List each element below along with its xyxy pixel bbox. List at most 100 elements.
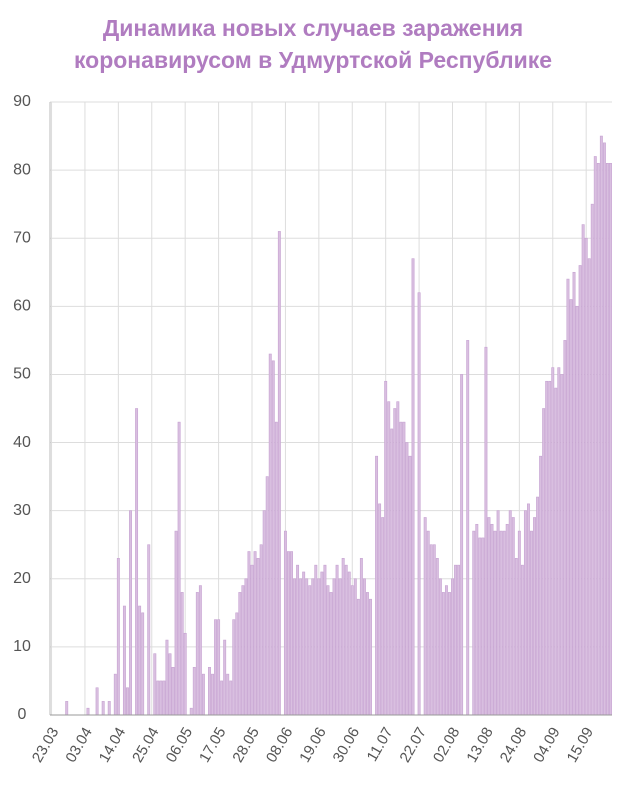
bar	[347, 571, 351, 716]
bar	[359, 558, 363, 716]
bar	[220, 680, 224, 716]
bar	[599, 135, 603, 716]
bar	[466, 340, 470, 716]
bar	[487, 517, 491, 716]
bar	[171, 667, 175, 716]
bar	[590, 203, 594, 716]
y-tick-label: 20	[13, 570, 31, 587]
bar	[256, 558, 260, 716]
bar	[378, 503, 382, 716]
bar	[341, 558, 345, 716]
bar	[332, 578, 336, 716]
bar	[435, 558, 439, 716]
bar	[198, 585, 202, 716]
bar	[299, 578, 303, 716]
y-tick-label: 70	[13, 229, 31, 246]
bar	[165, 639, 169, 716]
bar	[159, 680, 163, 716]
bar	[444, 585, 448, 716]
bar	[241, 585, 245, 716]
bar	[502, 530, 506, 716]
y-tick-label: 30	[13, 502, 31, 519]
bar	[356, 598, 360, 716]
bar	[530, 530, 533, 716]
bar	[575, 306, 579, 716]
x-tick-label: 04.09	[530, 724, 563, 765]
x-tick-label: 28.05	[229, 724, 262, 765]
y-tick-label: 0	[18, 706, 27, 723]
bar	[460, 374, 464, 716]
bar	[283, 530, 287, 716]
bar	[268, 353, 272, 716]
x-tick-label: 19.06	[296, 724, 329, 765]
bar	[384, 380, 388, 716]
x-tick-label: 13.08	[463, 724, 496, 765]
bar	[259, 544, 263, 716]
bar	[405, 442, 409, 716]
bar	[271, 360, 275, 716]
x-tick-label: 22.07	[397, 724, 430, 765]
bar	[454, 564, 458, 716]
bar	[441, 592, 445, 716]
bar	[490, 523, 494, 716]
bar	[457, 564, 461, 716]
bar	[177, 421, 181, 716]
bar	[429, 544, 433, 716]
bar	[129, 510, 132, 716]
bar	[326, 585, 330, 716]
bar	[277, 231, 281, 716]
bar	[287, 551, 290, 716]
x-tick-label: 23.03	[29, 724, 62, 765]
y-tick-label: 40	[13, 434, 31, 451]
bar	[609, 163, 612, 716]
bar	[223, 639, 227, 716]
bar	[293, 578, 297, 716]
bar	[95, 687, 99, 716]
bar	[399, 421, 403, 716]
bar	[475, 523, 479, 716]
bar	[168, 653, 172, 716]
bar	[508, 510, 512, 716]
bar	[569, 299, 573, 716]
bar	[369, 598, 372, 716]
bar	[162, 680, 166, 716]
bar	[126, 687, 129, 716]
bar	[138, 605, 142, 716]
bar	[244, 578, 248, 716]
bar	[214, 619, 218, 716]
bar	[232, 619, 236, 716]
x-tick-label: 24.08	[497, 724, 530, 765]
x-tick-label: 02.08	[430, 724, 463, 765]
bar	[499, 530, 503, 716]
bar	[329, 592, 333, 716]
bar	[548, 380, 552, 716]
bar	[554, 387, 558, 716]
bar	[274, 421, 278, 716]
bar	[563, 340, 567, 716]
bar	[533, 517, 536, 716]
bar	[566, 278, 570, 716]
bar	[107, 701, 111, 716]
chart-title: коронавирусом в Удмуртской Республике	[74, 47, 552, 73]
bar	[101, 701, 105, 716]
bar	[265, 476, 269, 716]
bar	[296, 564, 300, 716]
bar	[253, 551, 257, 716]
x-tick-label: 11.07	[364, 724, 397, 764]
bar	[481, 537, 485, 716]
bar	[402, 421, 406, 716]
bar	[353, 578, 357, 716]
bar	[174, 530, 178, 716]
bar	[560, 374, 564, 716]
bar	[536, 496, 540, 716]
bar	[305, 578, 309, 716]
bar	[527, 503, 530, 716]
x-tick-label: 17.05	[196, 724, 229, 765]
bar	[596, 163, 600, 716]
chart-title: Динамика новых случаев заражения	[103, 15, 523, 41]
bar	[311, 578, 315, 716]
bar	[451, 578, 454, 716]
bar	[478, 537, 482, 716]
